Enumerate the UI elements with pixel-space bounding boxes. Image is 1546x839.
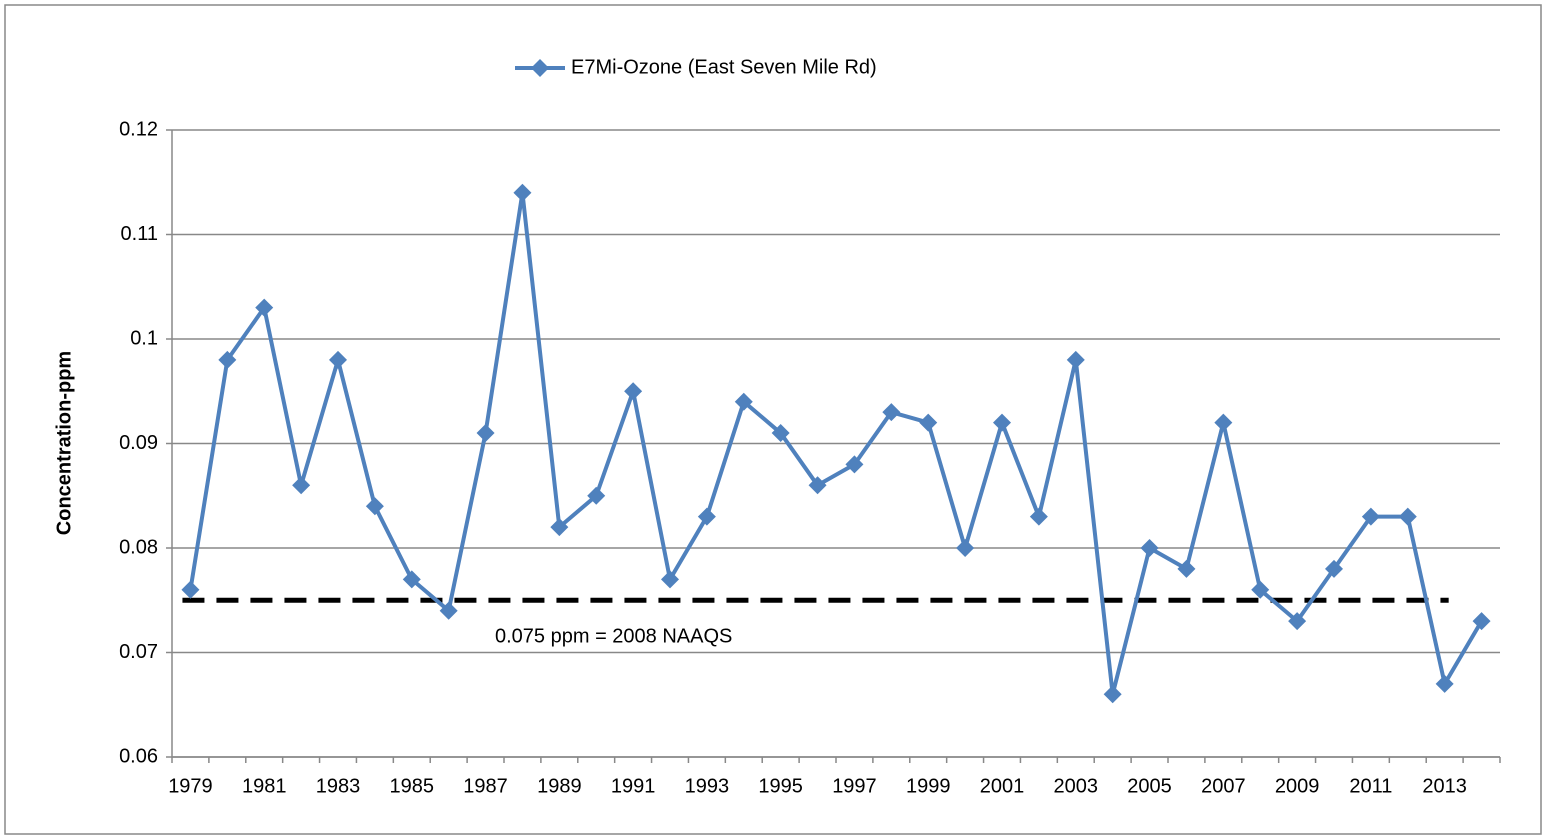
x-tick-label: 2005 [1127, 775, 1172, 797]
y-tick-label: 0.1 [130, 327, 158, 349]
y-axis-label: Concentration-ppm [53, 351, 75, 535]
data-point [1066, 350, 1085, 369]
data-point [218, 350, 237, 369]
data-point [1103, 685, 1122, 704]
legend-marker [531, 59, 549, 77]
data-point [329, 350, 347, 369]
data-point [1361, 507, 1380, 526]
data-point [1251, 580, 1270, 599]
data-point [734, 392, 753, 411]
x-tick-label: 2003 [1054, 775, 1099, 797]
x-tick-label: 1989 [537, 775, 582, 797]
data-point [1177, 559, 1196, 578]
data-point [255, 298, 274, 317]
data-point [587, 486, 606, 505]
data-point [697, 507, 716, 526]
data-point [882, 403, 901, 422]
data-point [661, 570, 679, 589]
reference-label: 0.075 ppm = 2008 NAAQS [495, 626, 732, 648]
data-point [1435, 674, 1454, 693]
data-point [402, 570, 421, 589]
data-point [956, 539, 975, 557]
y-tick-label: 0.06 [119, 745, 158, 767]
x-tick-label: 1997 [832, 775, 877, 797]
data-point [771, 424, 790, 443]
series-line [188, 190, 1484, 697]
data-point [624, 382, 643, 401]
data-point [1214, 413, 1233, 432]
x-tick-label: 1981 [242, 775, 287, 797]
data-point [550, 518, 569, 537]
data-point [513, 183, 532, 202]
data-point [993, 413, 1011, 432]
data-point [1325, 559, 1343, 578]
y-tick-label: 0.12 [119, 118, 158, 140]
data-point [439, 601, 458, 620]
data-point [1288, 612, 1307, 631]
data-point [1398, 507, 1417, 526]
data-point [292, 476, 311, 495]
x-tick-label: 2009 [1275, 775, 1320, 797]
data-point [1472, 612, 1491, 631]
data-point [181, 580, 200, 599]
data-point [1140, 539, 1159, 557]
x-tick-label: 1995 [758, 775, 803, 797]
data-point [845, 455, 864, 474]
data-point [365, 497, 384, 516]
x-tick-label: 1985 [390, 775, 435, 797]
x-tick-label: 1987 [463, 775, 508, 797]
x-tick-label: 1993 [685, 775, 730, 797]
chart-border [4, 4, 1542, 835]
data-point [476, 424, 495, 443]
x-tick-label: 1999 [906, 775, 951, 797]
x-tick-label: 1979 [168, 775, 213, 797]
x-tick-label: 2013 [1422, 775, 1467, 797]
data-point [808, 476, 827, 495]
data-point [919, 413, 938, 432]
y-tick-label: 0.09 [119, 432, 158, 454]
x-tick-label: 2001 [980, 775, 1025, 797]
y-tick-label: 0.07 [119, 641, 158, 663]
x-tick-label: 2011 [1349, 775, 1392, 797]
x-tick-label: 2007 [1201, 775, 1246, 797]
y-tick-label: 0.11 [121, 223, 158, 245]
x-tick-label: 1991 [611, 775, 656, 797]
legend-label: E7Mi-Ozone (East Seven Mile Rd) [571, 56, 877, 78]
data-point [1029, 507, 1048, 526]
y-tick-label: 0.08 [119, 536, 158, 558]
x-tick-label: 1983 [316, 775, 361, 797]
